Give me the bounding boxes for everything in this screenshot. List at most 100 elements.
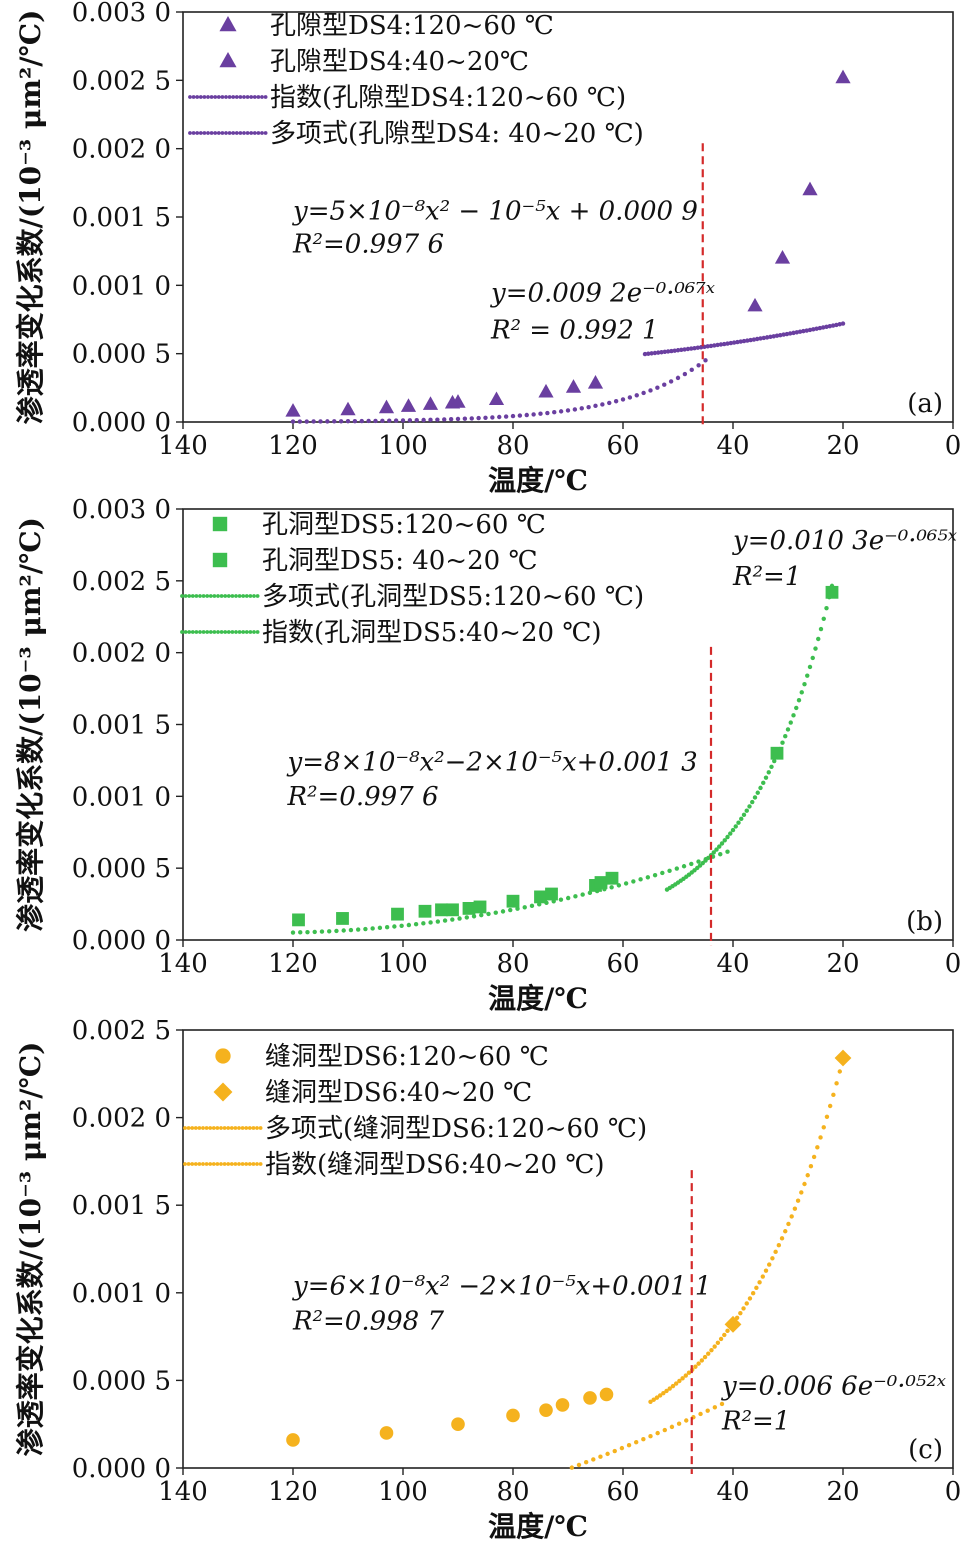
legend-line-swatch: [183, 1126, 187, 1130]
x-tick-label: 40: [716, 1477, 749, 1507]
fit-dot-poly: [377, 925, 383, 931]
fit-dot-exp: [747, 804, 752, 809]
fit-dot-exp: [813, 646, 818, 651]
fit-dot-poly: [619, 1445, 625, 1451]
fit-dot-exp: [657, 1393, 663, 1398]
legend-line-swatch: [247, 1162, 252, 1166]
fit-dot-poly: [363, 926, 368, 932]
fit-dot-poly: [605, 1451, 610, 1457]
legend-line-swatch: [205, 630, 210, 634]
fit-dot-poly: [319, 929, 325, 934]
fit-dot-poly: [695, 345, 700, 350]
fit-dot-poly: [807, 327, 813, 333]
legend-line-swatch: [208, 1162, 213, 1166]
fit-dot-poly: [718, 852, 723, 857]
legend-line-swatch: [258, 1162, 263, 1166]
fit-dot-exp: [711, 850, 716, 855]
fit-dot-exp: [387, 418, 392, 423]
legend-line-swatch: [255, 1162, 259, 1166]
fit-dot-exp: [783, 733, 788, 739]
fit-dot-poly: [623, 881, 629, 886]
y-tick-label: 0.000 5: [72, 1366, 171, 1396]
legend-line-swatch: [201, 1162, 205, 1166]
legend-line-swatch: [220, 95, 225, 99]
legend-line-swatch: [242, 131, 246, 135]
fit-dot-exp: [767, 1262, 772, 1267]
y-tick-label: 0.001 5: [72, 1191, 171, 1221]
legend-line-swatch: [256, 131, 261, 135]
fit-dot-poly: [705, 1408, 710, 1413]
data-point: [825, 585, 839, 599]
fit-dot-exp: [733, 824, 738, 829]
fit-dot-exp: [741, 1306, 746, 1311]
fit-dot-exp: [791, 713, 796, 718]
fit-dot-exp: [421, 417, 426, 423]
fit-dot-exp: [772, 758, 777, 764]
legend-line-swatch: [247, 1126, 252, 1130]
y-tick-label: 0.002 0: [72, 135, 171, 165]
fit-dot-poly: [457, 916, 462, 921]
fit-dot-exp: [788, 720, 793, 725]
data-point: [435, 903, 448, 917]
fit-dot-poly: [648, 1434, 653, 1439]
fit-dot-poly: [672, 348, 677, 353]
legend-line-swatch: [211, 1162, 216, 1166]
y-axis-label: 渗透率变化系数/(10⁻³ μm²/℃): [14, 517, 47, 932]
legend-line-swatch: [234, 131, 239, 135]
fit-dot-exp: [345, 419, 351, 424]
fit-dot-exp: [837, 1069, 842, 1074]
x-tick-label: 60: [606, 431, 639, 461]
legend-line-swatch: [237, 1162, 241, 1166]
data-point: [378, 399, 395, 414]
fit-dot-exp: [510, 413, 516, 419]
data-point: [422, 396, 439, 410]
fit-dot-poly: [735, 339, 740, 345]
fit-dot-exp: [802, 1181, 807, 1187]
legend-marker-swatch: [219, 16, 237, 32]
fit-dot-exp: [786, 1221, 791, 1227]
legend-line-swatch: [212, 630, 217, 634]
fit-dot-poly: [685, 346, 691, 352]
legend-line-swatch: [186, 1126, 191, 1130]
fit-dot-poly: [801, 328, 806, 334]
x-tick-label: 60: [606, 1477, 639, 1507]
fit-equation: y=6×10⁻⁸x² −2×10⁻⁵x+0.001 1: [292, 1272, 711, 1302]
fit-dot-exp: [766, 770, 771, 775]
legend-line-swatch: [190, 630, 195, 634]
fit-dot-exp: [725, 834, 730, 840]
data-point: [834, 1049, 852, 1067]
legend-line-swatch: [215, 1126, 220, 1130]
fit-equation: R²=0.997 6: [292, 230, 444, 260]
panel-a: 140 120 100 80 60 40 20 0 0.000 0 0.000 5 0.001 0 0…: [14, 0, 960, 497]
legend-line-swatch: [241, 630, 246, 634]
panel-label: (a): [907, 389, 943, 419]
fit-dot-poly: [645, 875, 651, 880]
legend-entry: 多项式(孔隙型DS4: 40~20 ℃): [270, 119, 644, 149]
fit-dot-exp: [730, 827, 736, 833]
legend-line-swatch: [187, 630, 192, 634]
legend-line-swatch: [195, 131, 200, 135]
fit-dot-poly: [626, 1442, 632, 1448]
legend-line-swatch: [244, 630, 249, 634]
x-tick-label: 140: [158, 949, 208, 979]
fit-dot-exp: [780, 740, 785, 745]
data-point: [605, 871, 619, 885]
x-tick-label: 80: [496, 431, 529, 461]
fit-dot-exp: [517, 413, 523, 418]
fit-dot-exp: [304, 419, 309, 424]
data-point: [583, 1391, 597, 1405]
fit-dot-exp: [297, 419, 303, 424]
fit-dot-exp: [366, 418, 371, 424]
legend-line-swatch: [222, 1162, 227, 1166]
fit-dot-poly: [399, 923, 404, 928]
fit-dot-poly: [659, 350, 664, 355]
fit-dot-exp: [816, 636, 821, 642]
y-tick-label: 0.002 0: [72, 639, 171, 669]
fit-dot-poly: [712, 343, 717, 348]
fit-dot-exp: [462, 416, 468, 421]
y-axis-label: 渗透率变化系数/(10⁻³ μm²/℃): [14, 1042, 47, 1457]
fit-dot-exp: [497, 414, 502, 420]
legend-line-swatch: [208, 1126, 213, 1130]
fit-dot-poly: [834, 322, 839, 328]
data-point: [286, 1433, 300, 1447]
